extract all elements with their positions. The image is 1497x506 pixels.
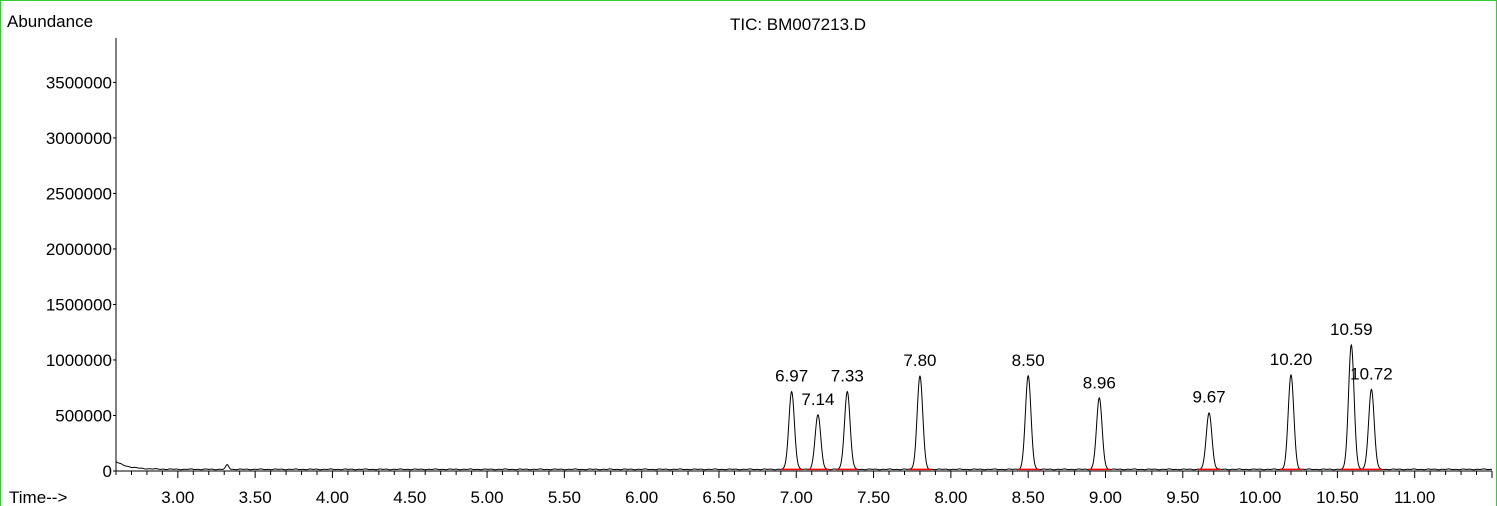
x-tick-label: 6.00 [625,488,658,506]
peak-label: 8.50 [1012,351,1045,370]
peak-label: 7.14 [801,390,834,409]
x-tick-label: 3.00 [161,488,194,506]
peak-label: 10.20 [1270,350,1313,369]
x-tick-label: 6.50 [702,488,735,506]
peak-labels: 6.97 7.14 7.33 7.80 8.50 8.96 9.67 10.20 10.59 10… [775,320,1393,409]
x-tick-label: 10.50 [1316,488,1359,506]
x-tick-label: 9.00 [1089,488,1122,506]
y-tick-label: 500000 [55,406,112,425]
y-axis-label: Abundance [7,12,93,31]
x-tick-label: 9.50 [1166,488,1199,506]
peak-label: 7.33 [831,367,864,386]
axes: 0 500000 1000000 1500000 2000000 2500000 30000… [46,38,1493,506]
y-tick-label: 2000000 [46,240,112,259]
y-tick-label: 2500000 [46,184,112,203]
peak-label: 10.72 [1350,364,1393,383]
x-tick-label: 8.00 [934,488,967,506]
x-tick-label: 4.50 [393,488,426,506]
peak-label: 9.67 [1193,388,1226,407]
x-tick-label: 11.00 [1394,488,1435,506]
tic-line [115,343,1493,471]
x-tick-label: 7.00 [780,488,813,506]
x-tick-label: 4.00 [316,488,349,506]
x-tick-label: 7.50 [857,488,890,506]
y-tick-label: 3000000 [46,129,112,148]
x-tick-label: 10.00 [1239,488,1282,506]
chart-title: TIC: BM007213.D [730,15,866,34]
y-tick-label: 0 [103,462,112,481]
peak-label: 10.59 [1330,320,1373,339]
x-tick-label: 3.50 [239,488,272,506]
peak-label: 7.80 [903,351,936,370]
x-tick-label: 5.00 [471,488,504,506]
y-tick-label: 1000000 [46,351,112,370]
peak-label: 8.96 [1083,373,1116,392]
x-tick-label: 8.50 [1012,488,1045,506]
y-tick-label: 3500000 [46,73,112,92]
x-axis-label: Time--> [9,488,67,506]
peak-label: 6.97 [775,367,808,386]
y-tick-label: 1500000 [46,295,112,314]
tic-trace [115,343,1493,471]
x-tick-label: 5.50 [548,488,581,506]
